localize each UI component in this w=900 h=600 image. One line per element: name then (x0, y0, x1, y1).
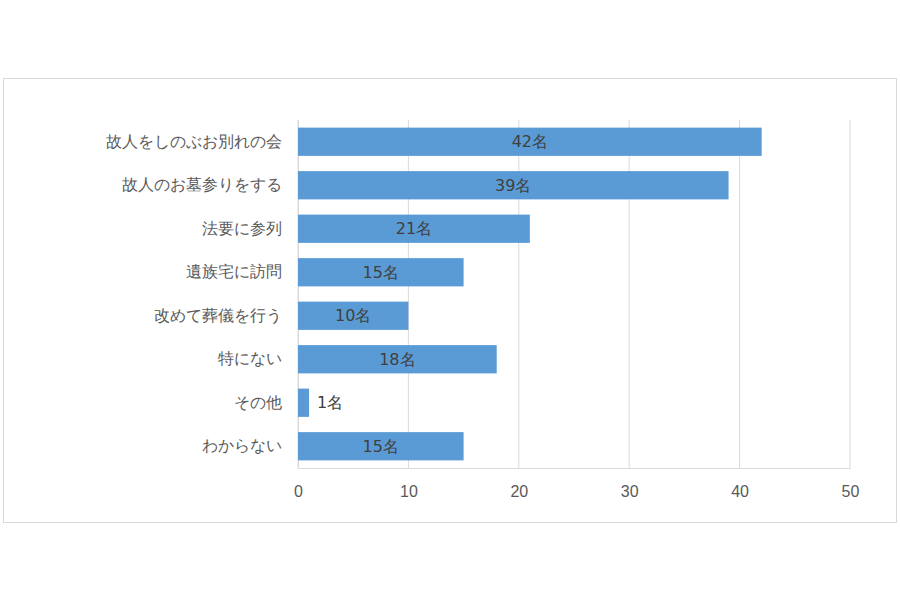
x-tick: 20 (510, 468, 528, 500)
category-label: 故人のお墓参りをする (122, 176, 282, 193)
x-tick-label: 0 (294, 483, 303, 500)
category-label: 法要に参列 (202, 220, 282, 237)
y-tick: わからない (202, 437, 298, 454)
data-label: 1名 (317, 393, 343, 412)
bars (298, 128, 762, 461)
x-tick-label: 30 (621, 483, 639, 500)
bar (298, 432, 464, 460)
x-tick: 40 (731, 468, 749, 500)
y-tick: 故人をしのぶお別れの会 (106, 133, 298, 150)
bar (298, 302, 408, 330)
chart-frame (4, 79, 897, 523)
category-label: 特にない (218, 350, 282, 367)
data-label: 39名 (495, 176, 531, 195)
x-tick: 50 (842, 468, 860, 500)
x-axis: 0 10 20 30 40 50 (294, 468, 859, 500)
x-tick-label: 50 (842, 483, 860, 500)
bar (298, 171, 729, 199)
x-axis-line (299, 468, 851, 469)
data-labels: 42名 39名 21名 15名 10名 18名 1名 15名 (317, 132, 548, 456)
category-label: その他 (234, 394, 282, 411)
data-label: 10名 (335, 306, 371, 325)
chart: 0 10 20 30 40 50 故人をしのぶお別れの会故人のお墓参りをする法要に参列遺族宅… (0, 0, 900, 600)
x-tick: 10 (400, 468, 418, 500)
y-tick: その他 (234, 394, 298, 411)
category-label: 遺族宅に訪問 (186, 263, 282, 280)
x-tick-label: 40 (731, 483, 749, 500)
bar (298, 389, 309, 417)
y-tick: 法要に参列 (202, 220, 298, 237)
bar (298, 258, 464, 286)
y-tick: 改めて葬儀を行う (154, 307, 298, 325)
data-label: 15名 (363, 437, 399, 456)
data-label: 15名 (363, 263, 399, 282)
x-tick-label: 20 (510, 483, 528, 500)
bar (298, 128, 762, 156)
y-axis: 故人をしのぶお別れの会故人のお墓参りをする法要に参列遺族宅に訪問改めて葬儀を行う… (106, 121, 299, 469)
bar (298, 215, 530, 243)
data-label: 21名 (396, 219, 432, 238)
data-label: 42名 (512, 132, 548, 151)
y-tick: 遺族宅に訪問 (186, 263, 298, 280)
x-tick: 0 (294, 468, 303, 500)
y-tick: 故人のお墓参りをする (122, 176, 298, 193)
category-label: 故人をしのぶお別れの会 (106, 133, 282, 150)
category-label: 改めて葬儀を行う (154, 307, 282, 325)
x-tick-label: 10 (400, 483, 418, 500)
data-label: 18名 (379, 350, 415, 369)
grid (298, 120, 850, 468)
x-tick: 30 (621, 468, 639, 500)
grid-line (739, 120, 740, 468)
bar (298, 345, 497, 373)
category-label: わからない (202, 437, 282, 454)
grid-line (850, 120, 851, 468)
y-tick: 特にない (218, 350, 298, 367)
